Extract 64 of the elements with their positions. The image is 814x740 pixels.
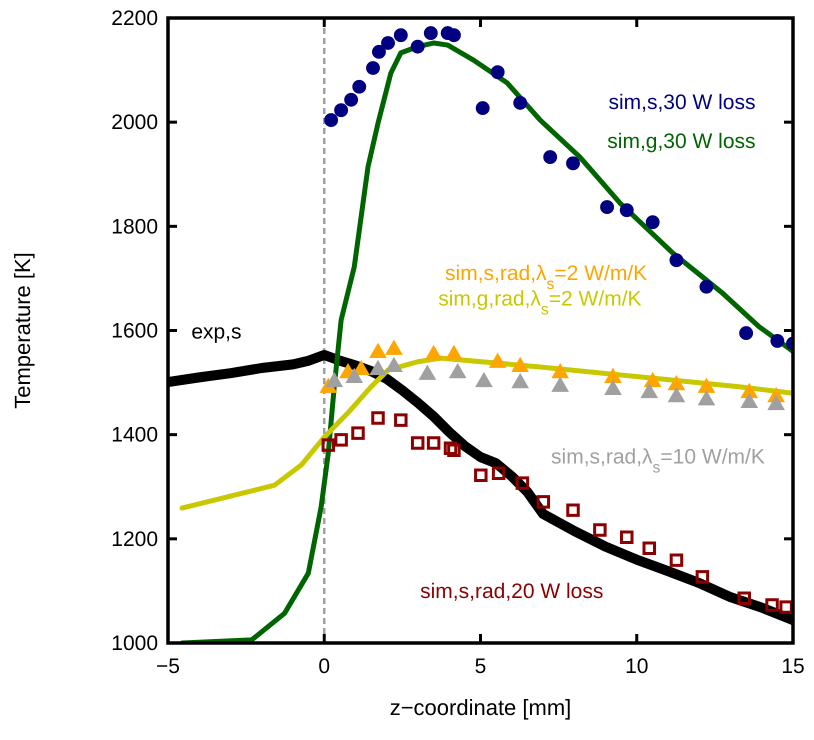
series-label: sim,s,rad,λ$_{s}$=10 W/m/K — [551, 445, 765, 476]
point — [696, 570, 710, 584]
point — [770, 334, 784, 348]
series-label: exp,s — [191, 320, 242, 344]
point — [372, 44, 386, 59]
point — [334, 103, 348, 118]
point — [366, 61, 380, 75]
x-tick-label: 0 — [318, 655, 330, 678]
point — [394, 413, 408, 427]
x-tick-label: 5 — [474, 655, 486, 678]
point — [447, 444, 461, 458]
point — [444, 441, 458, 455]
x-tick-label: 10 — [625, 655, 648, 678]
point — [646, 215, 660, 230]
point — [474, 468, 488, 482]
point — [779, 600, 793, 614]
point — [600, 200, 614, 214]
y-tick-label: 1200 — [111, 528, 158, 551]
point — [322, 438, 336, 452]
y-tick-label: 1800 — [111, 215, 158, 238]
x-axis-title: z−coordinate [mm] — [390, 695, 572, 720]
point — [513, 96, 528, 110]
point — [410, 436, 424, 450]
point — [620, 530, 634, 544]
point — [765, 598, 779, 612]
point — [344, 92, 358, 107]
point — [334, 433, 348, 447]
text: sim,s,30 W loss — [608, 91, 756, 114]
point — [566, 503, 580, 517]
point — [566, 156, 580, 170]
point — [324, 113, 338, 128]
point — [543, 150, 558, 164]
point — [490, 65, 505, 80]
point — [394, 28, 408, 42]
point — [424, 26, 438, 40]
point — [371, 411, 385, 425]
point — [516, 476, 530, 490]
point — [351, 426, 365, 440]
y-tick-label: 1000 — [111, 632, 158, 655]
point — [410, 40, 425, 54]
point — [593, 523, 607, 537]
point — [700, 280, 714, 294]
point — [447, 28, 461, 42]
point — [426, 436, 440, 450]
series-label: sim,s,rad,20 W loss — [420, 580, 604, 604]
point — [620, 203, 634, 218]
point — [381, 36, 395, 50]
point — [352, 80, 366, 94]
y-axis-title: Temperature [K] — [10, 252, 35, 409]
point — [476, 101, 490, 116]
point — [670, 253, 684, 268]
y-tick-label: 1400 — [111, 424, 158, 447]
point — [642, 541, 656, 555]
y-tick-label: 1600 — [111, 320, 158, 342]
series-label: sim,g,30 W loss — [607, 130, 756, 154]
x-tick-label: −5 — [156, 655, 180, 678]
point — [738, 591, 751, 605]
y-tick-label: 2000 — [111, 111, 158, 134]
point — [670, 553, 684, 567]
point — [536, 495, 550, 509]
x-tick-label: 15 — [781, 655, 805, 678]
y-tick-label: 2200 — [111, 7, 158, 30]
point — [492, 466, 506, 480]
point — [739, 326, 754, 340]
